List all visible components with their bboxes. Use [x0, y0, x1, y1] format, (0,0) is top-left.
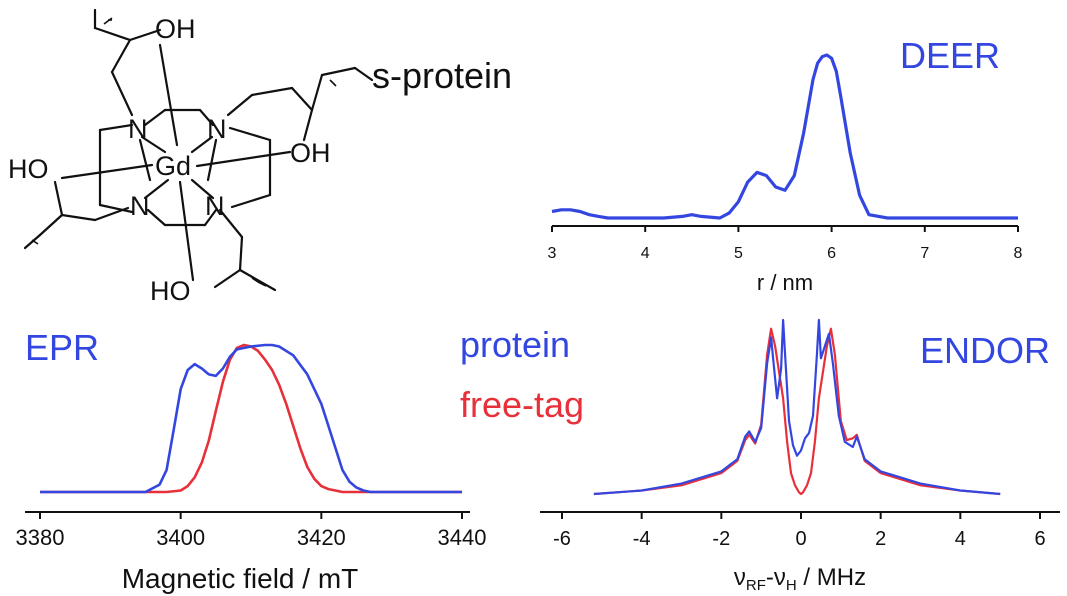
atom-oh-top: OH: [155, 14, 196, 44]
deer-title: DEER: [900, 35, 1000, 76]
endor-free-tag-line: [593, 327, 1001, 496]
epr-free-tag-line: [40, 343, 462, 494]
atom-gd: Gd: [155, 151, 191, 181]
endor-ticks: [561, 512, 1041, 519]
epr-tick-label: 3440: [438, 525, 487, 550]
endor-tick-label: 4: [955, 528, 966, 550]
deer-tick-label: 5: [734, 245, 743, 262]
endor-protein-line: [593, 318, 1001, 496]
atom-ho-bottom: HO: [150, 276, 191, 306]
atom-n-lower-right: N: [205, 191, 225, 221]
atom-oh-right: OH: [290, 138, 331, 168]
epr-tick-label: 3380: [16, 525, 65, 550]
endor-tick-label: 6: [1034, 528, 1045, 550]
endor-tick-labels: -6 -4 -2 0 2 4 6: [553, 528, 1045, 550]
atom-n-upper-right: N: [207, 114, 227, 144]
deer-tick-label: 8: [1014, 245, 1023, 262]
epr-ticks: [39, 512, 463, 519]
deer-panel: DEER 3 4 5 6 7 8 r / nm: [548, 35, 1023, 295]
epr-xlabel: Magnetic field / mT: [122, 563, 359, 594]
epr-title: EPR: [25, 327, 99, 368]
stereo-bonds: [31, 17, 337, 287]
deer-tick-label: 7: [920, 245, 929, 262]
deer-tick-label: 4: [641, 245, 650, 262]
epr-tick-label: 3420: [297, 525, 346, 550]
endor-xlabel: νRF-νH / MHz: [734, 564, 866, 594]
epr-tick-labels: 3380 3400 3420 3440: [16, 525, 487, 550]
endor-tick-label: -6: [553, 528, 571, 550]
endor-tick-label: 2: [875, 528, 886, 550]
atom-n-upper-left: N: [128, 114, 148, 144]
legend-protein: protein: [460, 324, 570, 365]
epr-panel: EPR protein free-tag 3380 3400 3420 3440 Ma…: [16, 324, 585, 594]
deer-tick-label: 3: [548, 245, 557, 262]
endor-tick-label: -4: [633, 528, 651, 550]
deer-xlabel: r / nm: [757, 270, 813, 295]
atom-n-lower-left: N: [130, 191, 150, 221]
deer-series-line: [551, 53, 1018, 220]
endor-title: ENDOR: [920, 330, 1050, 371]
endor-tick-label: 0: [795, 528, 806, 550]
gd-tag-structure: [23, 8, 374, 292]
structure-labels: OH N N Gd OH HO N N HO: [8, 14, 331, 306]
legend-free-tag: free-tag: [460, 384, 584, 425]
atom-ho-left: HO: [8, 154, 49, 184]
deer-tick-label: 6: [827, 245, 836, 262]
substituent-label: s-protein: [372, 55, 512, 96]
endor-tick-label: -2: [712, 528, 730, 550]
deer-tick-labels: 3 4 5 6 7 8: [548, 245, 1023, 262]
epr-tick-label: 3400: [156, 525, 205, 550]
endor-panel: ENDOR -6 -4 -2 0 2 4 6 νRF-νH / MHz: [540, 318, 1060, 594]
deer-ticks: [551, 226, 1019, 232]
epr-protein-line: [40, 343, 462, 494]
